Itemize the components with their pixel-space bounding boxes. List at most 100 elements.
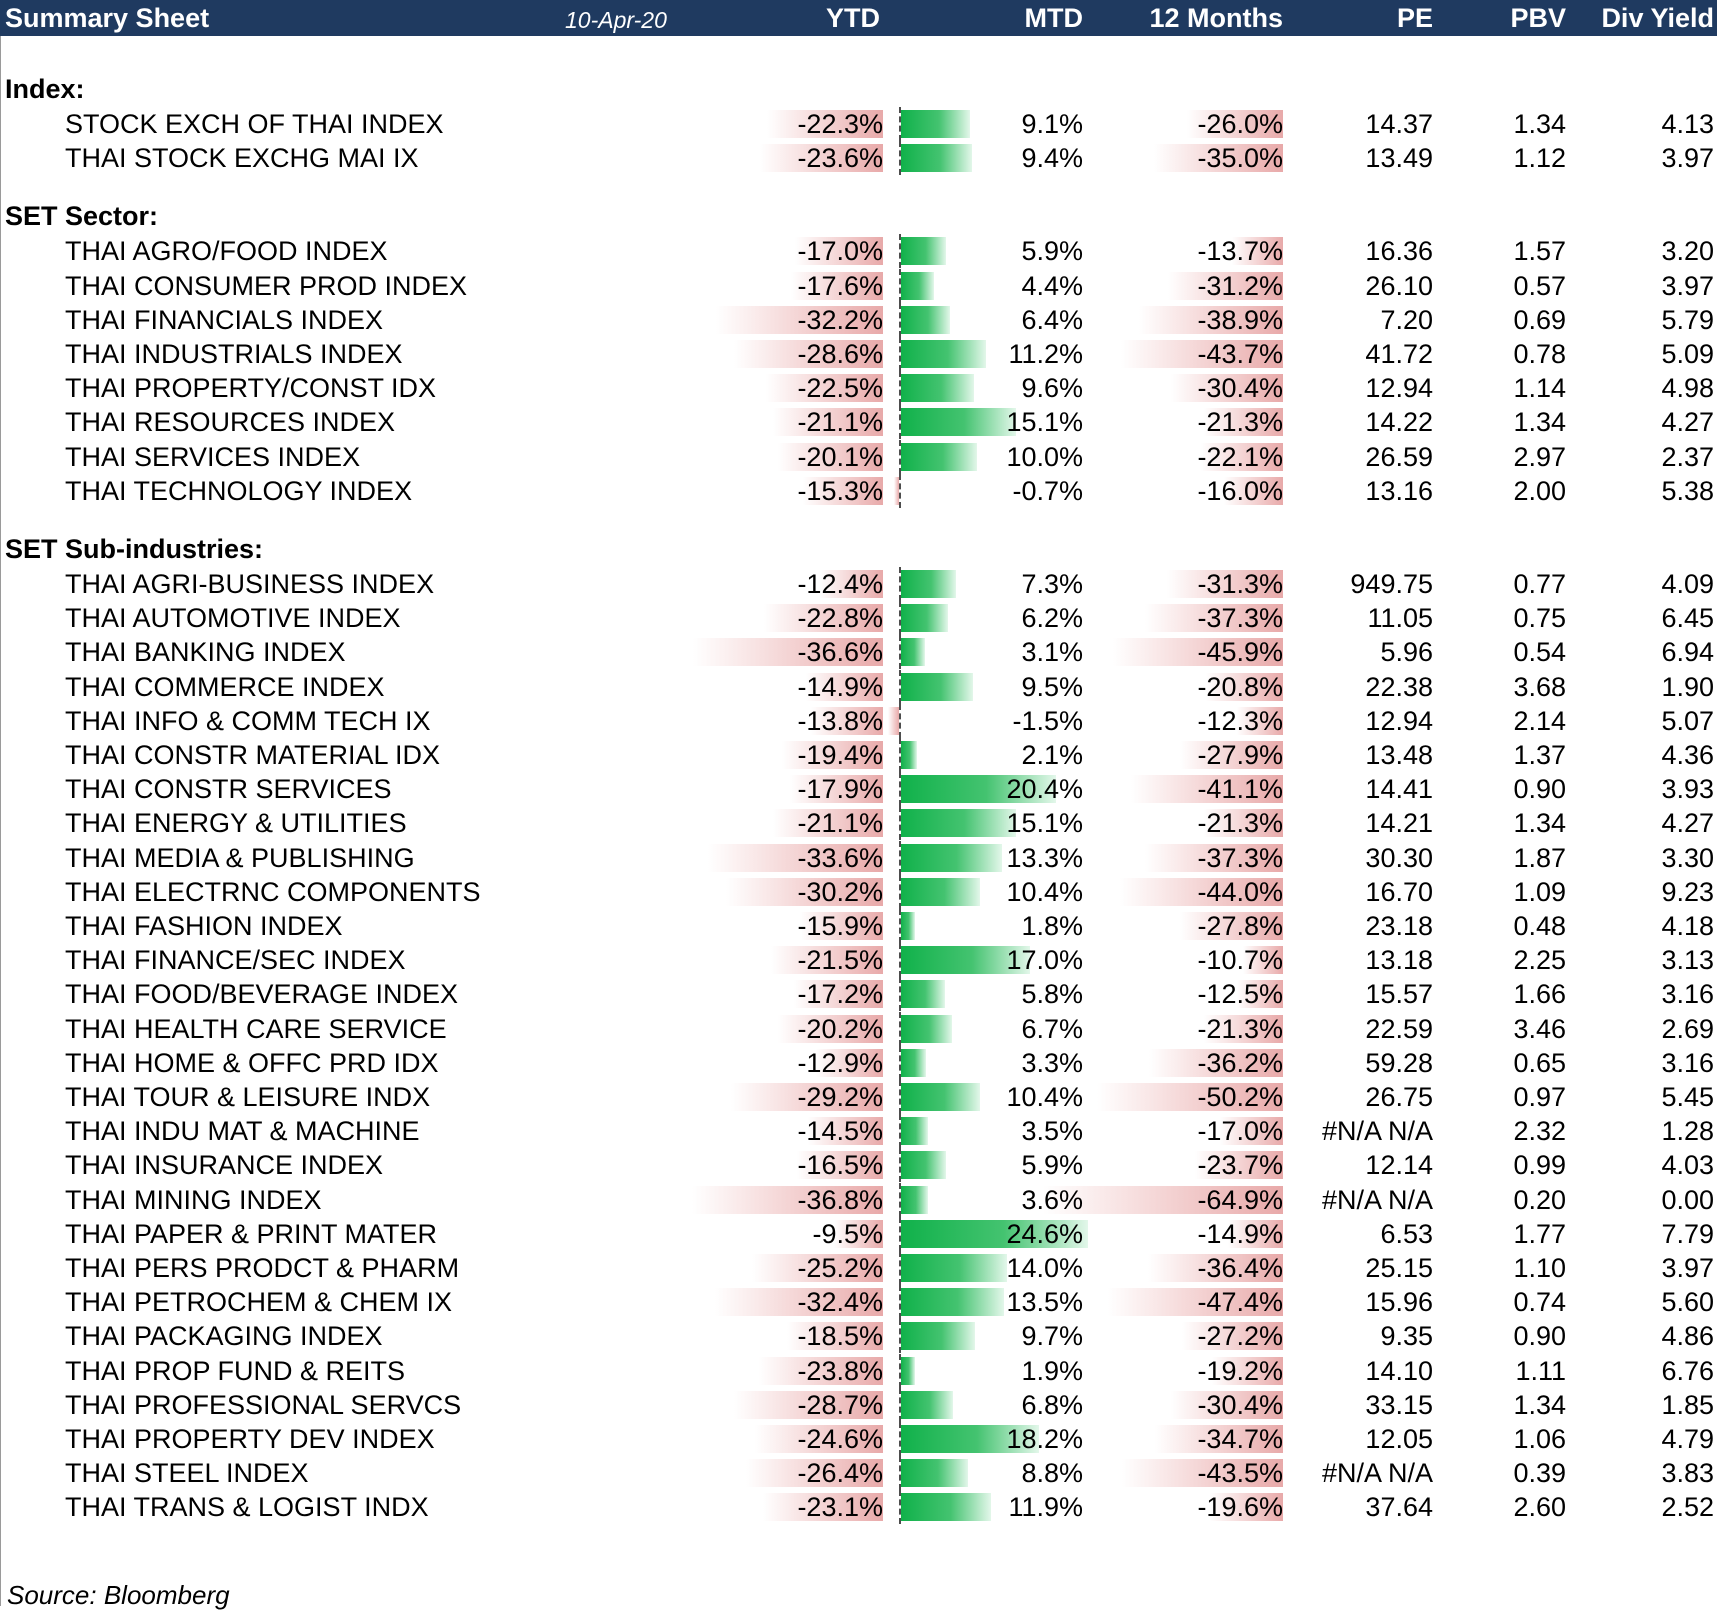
pe-value: 6.53 <box>1380 1218 1433 1249</box>
col-header-pbv: PBV <box>1510 3 1566 33</box>
mtd-bar <box>901 1151 946 1180</box>
mtd-axis-line <box>899 943 901 978</box>
div-yield-value: 4.03 <box>1661 1150 1714 1181</box>
pbv-value: 3.68 <box>1513 671 1566 702</box>
div-yield-value: 5.07 <box>1661 705 1714 736</box>
table-row: THAI MEDIA & PUBLISHING -33.6% 13.3% -37.3%… <box>0 840 1717 875</box>
div-yield-value: 4.79 <box>1661 1424 1714 1454</box>
ytd-value: -16.5% <box>797 1150 883 1181</box>
mtd-value: 13.5% <box>1006 1287 1083 1318</box>
mtd-bar <box>901 144 973 173</box>
ytd-bar <box>800 912 883 940</box>
pbv-value: 0.77 <box>1513 569 1566 599</box>
m12-bar <box>1144 843 1283 872</box>
index-name: THAI FOOD/BEVERAGE INDEX <box>65 979 459 1010</box>
ytd-value: -12.4% <box>797 569 883 599</box>
index-name: THAI PACKAGING INDEX <box>65 1321 383 1352</box>
div-yield-value: 3.30 <box>1661 842 1714 873</box>
pe-value: 59.28 <box>1365 1047 1433 1078</box>
mtd-axis-line <box>899 1422 901 1456</box>
mtd-axis-line <box>899 107 901 141</box>
pe-value: 13.16 <box>1365 475 1433 506</box>
mtd-bar <box>887 706 899 735</box>
m12-bar <box>1097 1083 1283 1111</box>
mtd-axis-line <box>899 268 901 303</box>
table-row: THAI FASHION INDEX -15.9% 1.8% -27.8% 23.18 0… <box>0 909 1717 943</box>
index-name: THAI INFO & COMM TECH IX <box>65 705 431 736</box>
div-yield-value: 2.37 <box>1661 441 1714 472</box>
pbv-value: 1.87 <box>1513 842 1566 873</box>
pbv-value: 1.37 <box>1513 740 1566 770</box>
table-row: THAI HOME & OFFC PRD IDX -12.9% 3.3% -36.2%… <box>0 1045 1717 1080</box>
mtd-axis-line <box>899 738 901 772</box>
mtd-bar <box>901 946 1031 975</box>
mtd-value: 24.6% <box>1006 1218 1083 1249</box>
mtd-bar <box>901 877 981 906</box>
sheet-date: 10-Apr-20 <box>565 7 667 33</box>
div-yield-value: 4.27 <box>1661 407 1714 438</box>
mtd-bar <box>901 1356 916 1385</box>
pbv-value: 1.77 <box>1513 1218 1566 1249</box>
index-name: THAI FASHION INDEX <box>65 911 343 941</box>
div-yield-value: 3.93 <box>1661 774 1714 805</box>
mtd-value: 3.1% <box>1021 637 1083 668</box>
pe-value: 23.18 <box>1365 911 1433 941</box>
m12-value: -50.2% <box>1197 1082 1283 1112</box>
mtd-axis-line <box>899 1011 901 1046</box>
mtd-bar <box>901 843 1003 872</box>
div-yield-value: 3.16 <box>1661 979 1714 1010</box>
pbv-value: 0.54 <box>1513 637 1566 668</box>
m12-bar <box>1113 638 1283 667</box>
col-header-div-yield: Div Yield <box>1601 3 1714 33</box>
pbv-value: 0.74 <box>1513 1287 1566 1318</box>
mtd-bar <box>901 741 917 769</box>
pe-value: 12.94 <box>1365 373 1433 404</box>
m12-value: -43.7% <box>1197 339 1283 369</box>
pbv-value: 0.69 <box>1513 304 1566 335</box>
mtd-axis-line <box>899 473 901 508</box>
m12-value: -36.2% <box>1197 1047 1283 1078</box>
table-row: THAI INDU MAT & MACHINE -14.5% 3.5% -17.0% #… <box>0 1114 1717 1149</box>
m12-bar <box>1195 1151 1283 1180</box>
mtd-value: 10.4% <box>1006 876 1083 907</box>
m12-value: -21.3% <box>1197 808 1283 839</box>
index-name: THAI SERVICES INDEX <box>65 441 361 472</box>
section-label: SET Sector: <box>5 201 159 232</box>
mtd-value: 11.2% <box>1008 339 1083 369</box>
ytd-bar <box>771 946 883 975</box>
mtd-axis-line <box>899 234 901 269</box>
ytd-bar <box>791 271 883 300</box>
m12-bar <box>1107 1288 1283 1317</box>
index-name: THAI CONSTR MATERIAL IDX <box>65 740 441 770</box>
pe-value: 26.59 <box>1365 441 1433 472</box>
ytd-bar <box>782 741 883 769</box>
table-row: THAI BANKING INDEX -36.6% 3.1% -45.9% 5.96 0.… <box>0 635 1717 670</box>
mtd-axis-line <box>899 1285 901 1320</box>
mtd-value: 9.1% <box>1021 109 1083 139</box>
pe-value: 7.20 <box>1380 304 1433 335</box>
pe-value: 30.30 <box>1365 842 1433 873</box>
mtd-value: 4.4% <box>1021 270 1083 301</box>
ytd-bar <box>755 1425 883 1453</box>
ytd-value: -21.1% <box>797 808 883 839</box>
ytd-bar <box>773 408 883 437</box>
table-row: THAI AUTOMOTIVE INDEX -22.8% 6.2% -37.3% 11.… <box>0 601 1717 636</box>
pbv-value: 0.48 <box>1513 911 1566 941</box>
ytd-bar <box>767 110 883 138</box>
table-row: THAI PROFESSIONAL SERVCS -28.7% 6.8% -30.4%… <box>0 1387 1717 1422</box>
pe-value: #N/A N/A <box>1321 1116 1433 1147</box>
ytd-bar <box>759 1356 883 1385</box>
mtd-axis-line <box>899 1114 901 1149</box>
sheet-title: Summary Sheet <box>5 3 210 33</box>
mtd-bar <box>901 1048 927 1077</box>
ytd-value: -21.1% <box>797 407 883 438</box>
ytd-bar <box>773 809 883 838</box>
m12-value: -22.1% <box>1197 441 1283 472</box>
ytd-value: -23.6% <box>797 143 883 174</box>
m12-bar <box>1042 1185 1283 1214</box>
m12-value: -34.7% <box>1197 1424 1283 1454</box>
div-yield-value: 4.09 <box>1661 569 1714 599</box>
pe-value: 949.75 <box>1350 569 1433 599</box>
div-yield-value: 5.79 <box>1661 304 1714 335</box>
m12-value: -26.0% <box>1197 109 1283 139</box>
